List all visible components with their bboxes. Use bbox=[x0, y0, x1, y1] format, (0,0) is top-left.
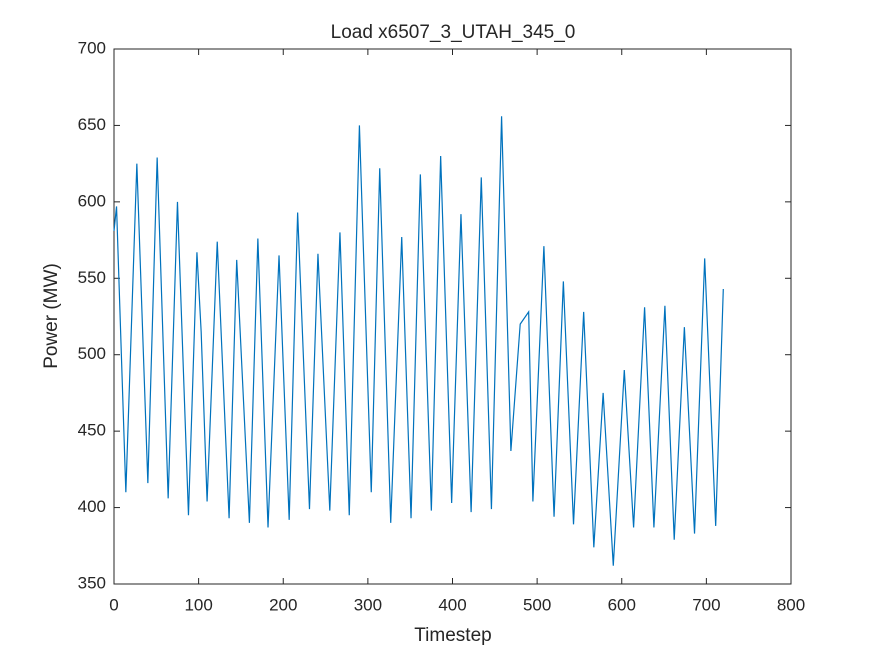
x-tick-label: 200 bbox=[269, 595, 297, 614]
chart-title: Load x6507_3_UTAH_345_0 bbox=[331, 22, 576, 43]
y-tick-label: 700 bbox=[78, 38, 106, 57]
x-tick-label: 600 bbox=[608, 595, 636, 614]
y-axis-label: Power (MW) bbox=[41, 263, 62, 369]
y-tick-label: 650 bbox=[78, 115, 106, 134]
plot-area bbox=[113, 48, 792, 585]
y-tick-label: 400 bbox=[78, 497, 106, 516]
y-tick-label: 500 bbox=[78, 344, 106, 363]
y-tick-label: 550 bbox=[78, 268, 106, 287]
data-line bbox=[113, 116, 724, 566]
x-tick-label: 300 bbox=[354, 595, 382, 614]
x-tick-label: 700 bbox=[692, 595, 720, 614]
y-tick-label: 450 bbox=[78, 421, 106, 440]
y-tick-label: 350 bbox=[78, 573, 106, 592]
x-tick-label: 800 bbox=[777, 595, 805, 614]
x-axis-label: Timestep bbox=[414, 625, 491, 646]
x-tick-label: 100 bbox=[184, 595, 212, 614]
y-tick-label: 600 bbox=[78, 191, 106, 210]
x-tick-label: 400 bbox=[438, 595, 466, 614]
x-tick-label: 500 bbox=[523, 595, 551, 614]
x-tick-label: 0 bbox=[109, 595, 118, 614]
